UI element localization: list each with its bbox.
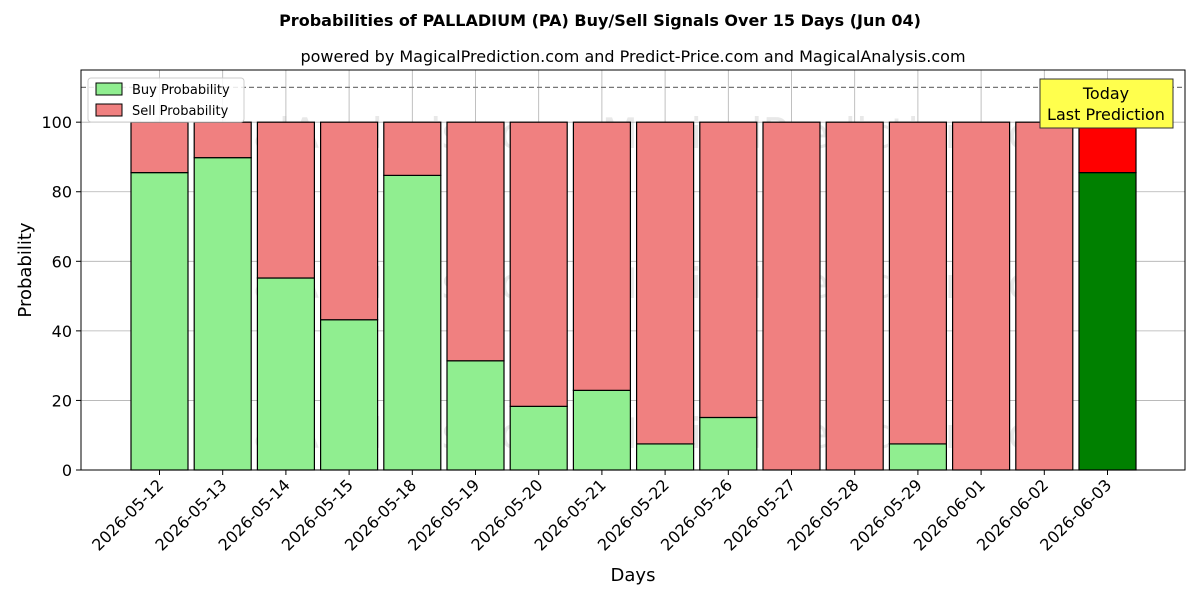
legend-label-sell: Sell Probability xyxy=(132,104,229,119)
annotation-box xyxy=(1039,78,1174,129)
y-tick-label-4: 80 xyxy=(52,183,72,202)
y-tick-label-2: 40 xyxy=(52,322,72,341)
sell-bar-2026-05-15 xyxy=(320,121,379,321)
legend-swatch-sell xyxy=(95,103,123,117)
buy-bar-2026-05-13 xyxy=(193,157,252,471)
sell-bar-2026-05-27 xyxy=(762,121,821,471)
sell-bar-2026-05-18 xyxy=(383,121,442,176)
annotation-line-2: Last Prediction xyxy=(1047,105,1165,124)
y-tick-label-5: 100 xyxy=(41,113,72,132)
buy-bar-2026-05-22 xyxy=(635,443,695,471)
sell-bar-2026-05-28 xyxy=(825,121,884,471)
sell-bar-2026-05-22 xyxy=(635,121,695,445)
sell-bar-2026-05-19 xyxy=(446,121,505,362)
buy-bar-2026-05-19 xyxy=(446,360,505,471)
sell-bar-2026-05-13 xyxy=(193,121,252,159)
sell-bar-2026-05-29 xyxy=(888,121,948,445)
sell-bar-2026-05-12 xyxy=(130,121,189,174)
bar-layer xyxy=(81,86,1185,471)
buy-bar-2026-05-20 xyxy=(509,405,568,471)
legend: Buy Probability Sell Probability xyxy=(87,77,245,123)
sell-bar-2026-05-20 xyxy=(509,121,568,407)
sell-bar-2026-06-03 xyxy=(1078,121,1137,174)
buy-bar-2026-05-15 xyxy=(320,319,379,471)
buy-bar-2026-05-21 xyxy=(572,389,632,471)
y-tick-label-0: 0 xyxy=(62,461,72,480)
y-tick-label-1: 20 xyxy=(52,391,72,410)
y-axis-label: Probability xyxy=(15,222,36,317)
buy-bar-2026-05-26 xyxy=(699,416,758,471)
today-annotation: Today Last Prediction xyxy=(1039,78,1174,129)
buy-bar-2026-05-18 xyxy=(383,174,442,471)
buy-bar-2026-05-14 xyxy=(256,277,315,471)
sell-bar-2026-05-21 xyxy=(572,121,632,391)
buy-bar-2026-05-12 xyxy=(130,172,189,471)
buy-bar-2026-05-29 xyxy=(888,443,948,471)
x-axis-label: Days xyxy=(611,565,656,586)
chart-subtitle: powered by MagicalPrediction.com and Pre… xyxy=(300,47,965,66)
plot-frame xyxy=(80,69,1186,471)
y-tick-label-3: 60 xyxy=(52,252,72,271)
sell-bar-2026-05-26 xyxy=(699,121,758,419)
sell-bar-2026-06-02 xyxy=(1015,121,1074,471)
annotation-line-1: Today xyxy=(1082,84,1129,103)
legend-box xyxy=(87,77,245,123)
chart-title: Probabilities of PALLADIUM (PA) Buy/Sell… xyxy=(279,11,921,30)
legend-label-buy: Buy Probability xyxy=(132,83,230,98)
sell-bar-2026-05-14 xyxy=(256,121,315,279)
sell-bar-2026-06-01 xyxy=(951,121,1011,471)
buy-bar-2026-06-03 xyxy=(1078,172,1137,471)
legend-swatch-buy xyxy=(95,82,123,96)
